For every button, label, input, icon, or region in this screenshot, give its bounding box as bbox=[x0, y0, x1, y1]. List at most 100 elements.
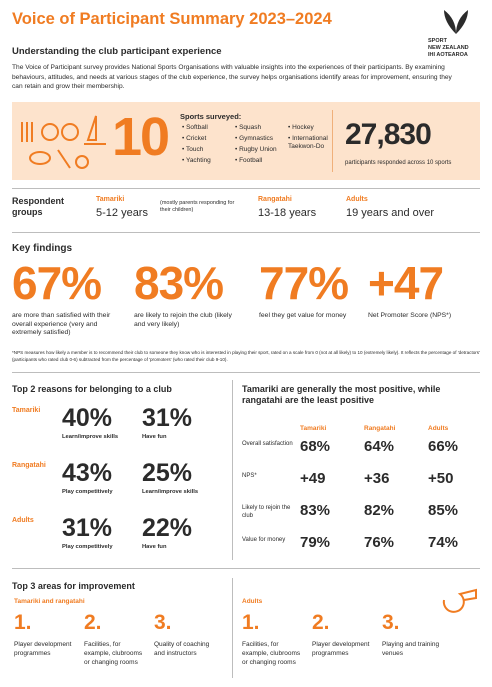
divider bbox=[12, 568, 480, 569]
cell-value: 82% bbox=[364, 502, 395, 519]
reason-value: 31% bbox=[142, 404, 193, 432]
cell-value: 79% bbox=[300, 534, 331, 551]
section-heading: Understanding the club participant exper… bbox=[12, 46, 222, 57]
finding-value: 67% bbox=[12, 257, 102, 309]
improvement-number: 3. bbox=[154, 611, 172, 634]
sports-count: 10 bbox=[112, 107, 170, 167]
cell-value: 74% bbox=[428, 534, 459, 551]
divider bbox=[12, 232, 480, 233]
title: Voice of Participant Summary 2023–2024 bbox=[12, 10, 332, 28]
finding-value: 77% bbox=[259, 257, 349, 309]
improvement-text: Quality of coaching and instructors bbox=[154, 641, 210, 657]
comparison-title: Tamariki are generally the most positive… bbox=[242, 384, 441, 405]
finding-text: are more than satisfied with their overa… bbox=[12, 312, 111, 336]
sport-item: • Rugby Union bbox=[235, 146, 277, 153]
finding-text: are likely to rejoin the club (likely an… bbox=[134, 312, 232, 328]
section-heading: Key findings bbox=[12, 243, 73, 254]
reason-label: Have fun bbox=[142, 434, 167, 440]
group-age: 13-18 years bbox=[258, 207, 317, 219]
sport-item: • Squash bbox=[235, 124, 262, 131]
finding-value: 83% bbox=[134, 257, 224, 309]
logo-text: NEW ZEALAND bbox=[428, 45, 469, 51]
sport-item: • Hockey bbox=[288, 124, 314, 131]
row-label: Likely to rejoin the club bbox=[242, 505, 291, 519]
reason-group: Rangatahi bbox=[12, 462, 46, 469]
divider bbox=[232, 578, 233, 678]
row-label: NPS* bbox=[242, 473, 257, 479]
groups-label: Respondent groups bbox=[12, 196, 65, 217]
group-name: Rangatahi bbox=[258, 196, 292, 203]
divider bbox=[232, 380, 233, 560]
whistle-icon bbox=[442, 588, 477, 613]
sport-item: • Touch bbox=[182, 146, 204, 153]
column-header: Tamariki bbox=[300, 425, 327, 432]
group-note: (mostly parents responding for their chi… bbox=[160, 200, 235, 213]
sport-item: • Yachting bbox=[182, 157, 211, 164]
reason-value: 31% bbox=[62, 514, 113, 542]
sports-label: Sports surveyed: bbox=[180, 112, 242, 121]
sport-item: • Softball bbox=[182, 124, 208, 131]
divider bbox=[12, 188, 480, 189]
participants-caption: participants responded across 10 sports bbox=[345, 160, 452, 166]
divider bbox=[12, 372, 480, 373]
footnote: *NPS measures how likely a member is to … bbox=[12, 350, 480, 362]
band-divider bbox=[332, 110, 333, 172]
reason-label: Have fun bbox=[142, 544, 167, 550]
improvement-group: Tamariki and rangatahi bbox=[14, 598, 85, 605]
section-heading: Top 3 areas for improvement bbox=[12, 581, 135, 591]
reason-value: 43% bbox=[62, 459, 113, 487]
reason-value: 25% bbox=[142, 459, 193, 487]
finding-value: +47 bbox=[368, 257, 444, 309]
group-name: Adults bbox=[346, 196, 368, 203]
improvement-text: Player development programmes bbox=[14, 641, 72, 657]
finding-text: feel they get value for money bbox=[259, 312, 347, 319]
fern-logo bbox=[444, 10, 468, 34]
cell-value: 66% bbox=[428, 438, 459, 455]
reason-label: Play competitively bbox=[62, 489, 113, 495]
column-header: Rangatahi bbox=[364, 425, 396, 432]
improvement-text: Playing and training venues bbox=[382, 641, 440, 657]
reason-value: 40% bbox=[62, 404, 113, 432]
reason-group: Adults bbox=[12, 517, 34, 524]
cell-value: +36 bbox=[364, 470, 390, 487]
improvement-number: 1. bbox=[14, 611, 32, 634]
sport-item: • Gymnastics bbox=[235, 135, 274, 142]
column-header: Adults bbox=[428, 425, 449, 432]
group-age: 5-12 years bbox=[96, 207, 148, 219]
finding-text: Net Promoter Score (NPS*) bbox=[368, 312, 452, 319]
cell-value: +50 bbox=[428, 470, 454, 487]
section-heading: Top 2 reasons for belonging to a club bbox=[12, 384, 172, 394]
intro-text: The Voice of Participant survey provides… bbox=[12, 64, 452, 90]
cell-value: 83% bbox=[300, 502, 331, 519]
improvement-number: 3. bbox=[382, 611, 400, 634]
group-age: 19 years and over bbox=[346, 207, 435, 219]
cell-value: 76% bbox=[364, 534, 395, 551]
row-label: Value for money bbox=[242, 537, 286, 543]
cell-value: 64% bbox=[364, 438, 395, 455]
cell-value: 85% bbox=[428, 502, 459, 519]
group-name: Tamariki bbox=[96, 196, 125, 203]
improvement-group: Adults bbox=[242, 598, 263, 605]
improvement-number: 1. bbox=[242, 611, 260, 634]
sport-item: • International Taekwon-Do bbox=[288, 135, 328, 150]
reason-group: Tamariki bbox=[12, 407, 41, 414]
improvement-number: 2. bbox=[84, 611, 102, 634]
reason-value: 22% bbox=[142, 514, 193, 542]
improvement-number: 2. bbox=[312, 611, 330, 634]
logo-text: SPORT bbox=[428, 38, 447, 44]
logo-text: IHI AOTEAROA bbox=[428, 52, 468, 58]
sport-item: • Football bbox=[235, 157, 263, 164]
cell-value: 68% bbox=[300, 438, 331, 455]
reason-label: Play competitively bbox=[62, 544, 113, 550]
sport-icons bbox=[21, 115, 106, 169]
participants-number: 27,830 bbox=[345, 118, 432, 151]
sport-item: • Cricket bbox=[182, 135, 207, 142]
cell-value: +49 bbox=[300, 470, 326, 487]
reason-label: Learn/improve skills bbox=[62, 434, 119, 440]
row-label: Overall satisfaction bbox=[242, 441, 293, 447]
reason-label: Learn/improve skills bbox=[142, 489, 199, 495]
improvement-text: Player development programmes bbox=[312, 641, 370, 657]
improvement-text: Facilities, for example, clubrooms or ch… bbox=[84, 641, 143, 666]
improvement-text: Facilities, for example, clubrooms or ch… bbox=[242, 641, 301, 666]
